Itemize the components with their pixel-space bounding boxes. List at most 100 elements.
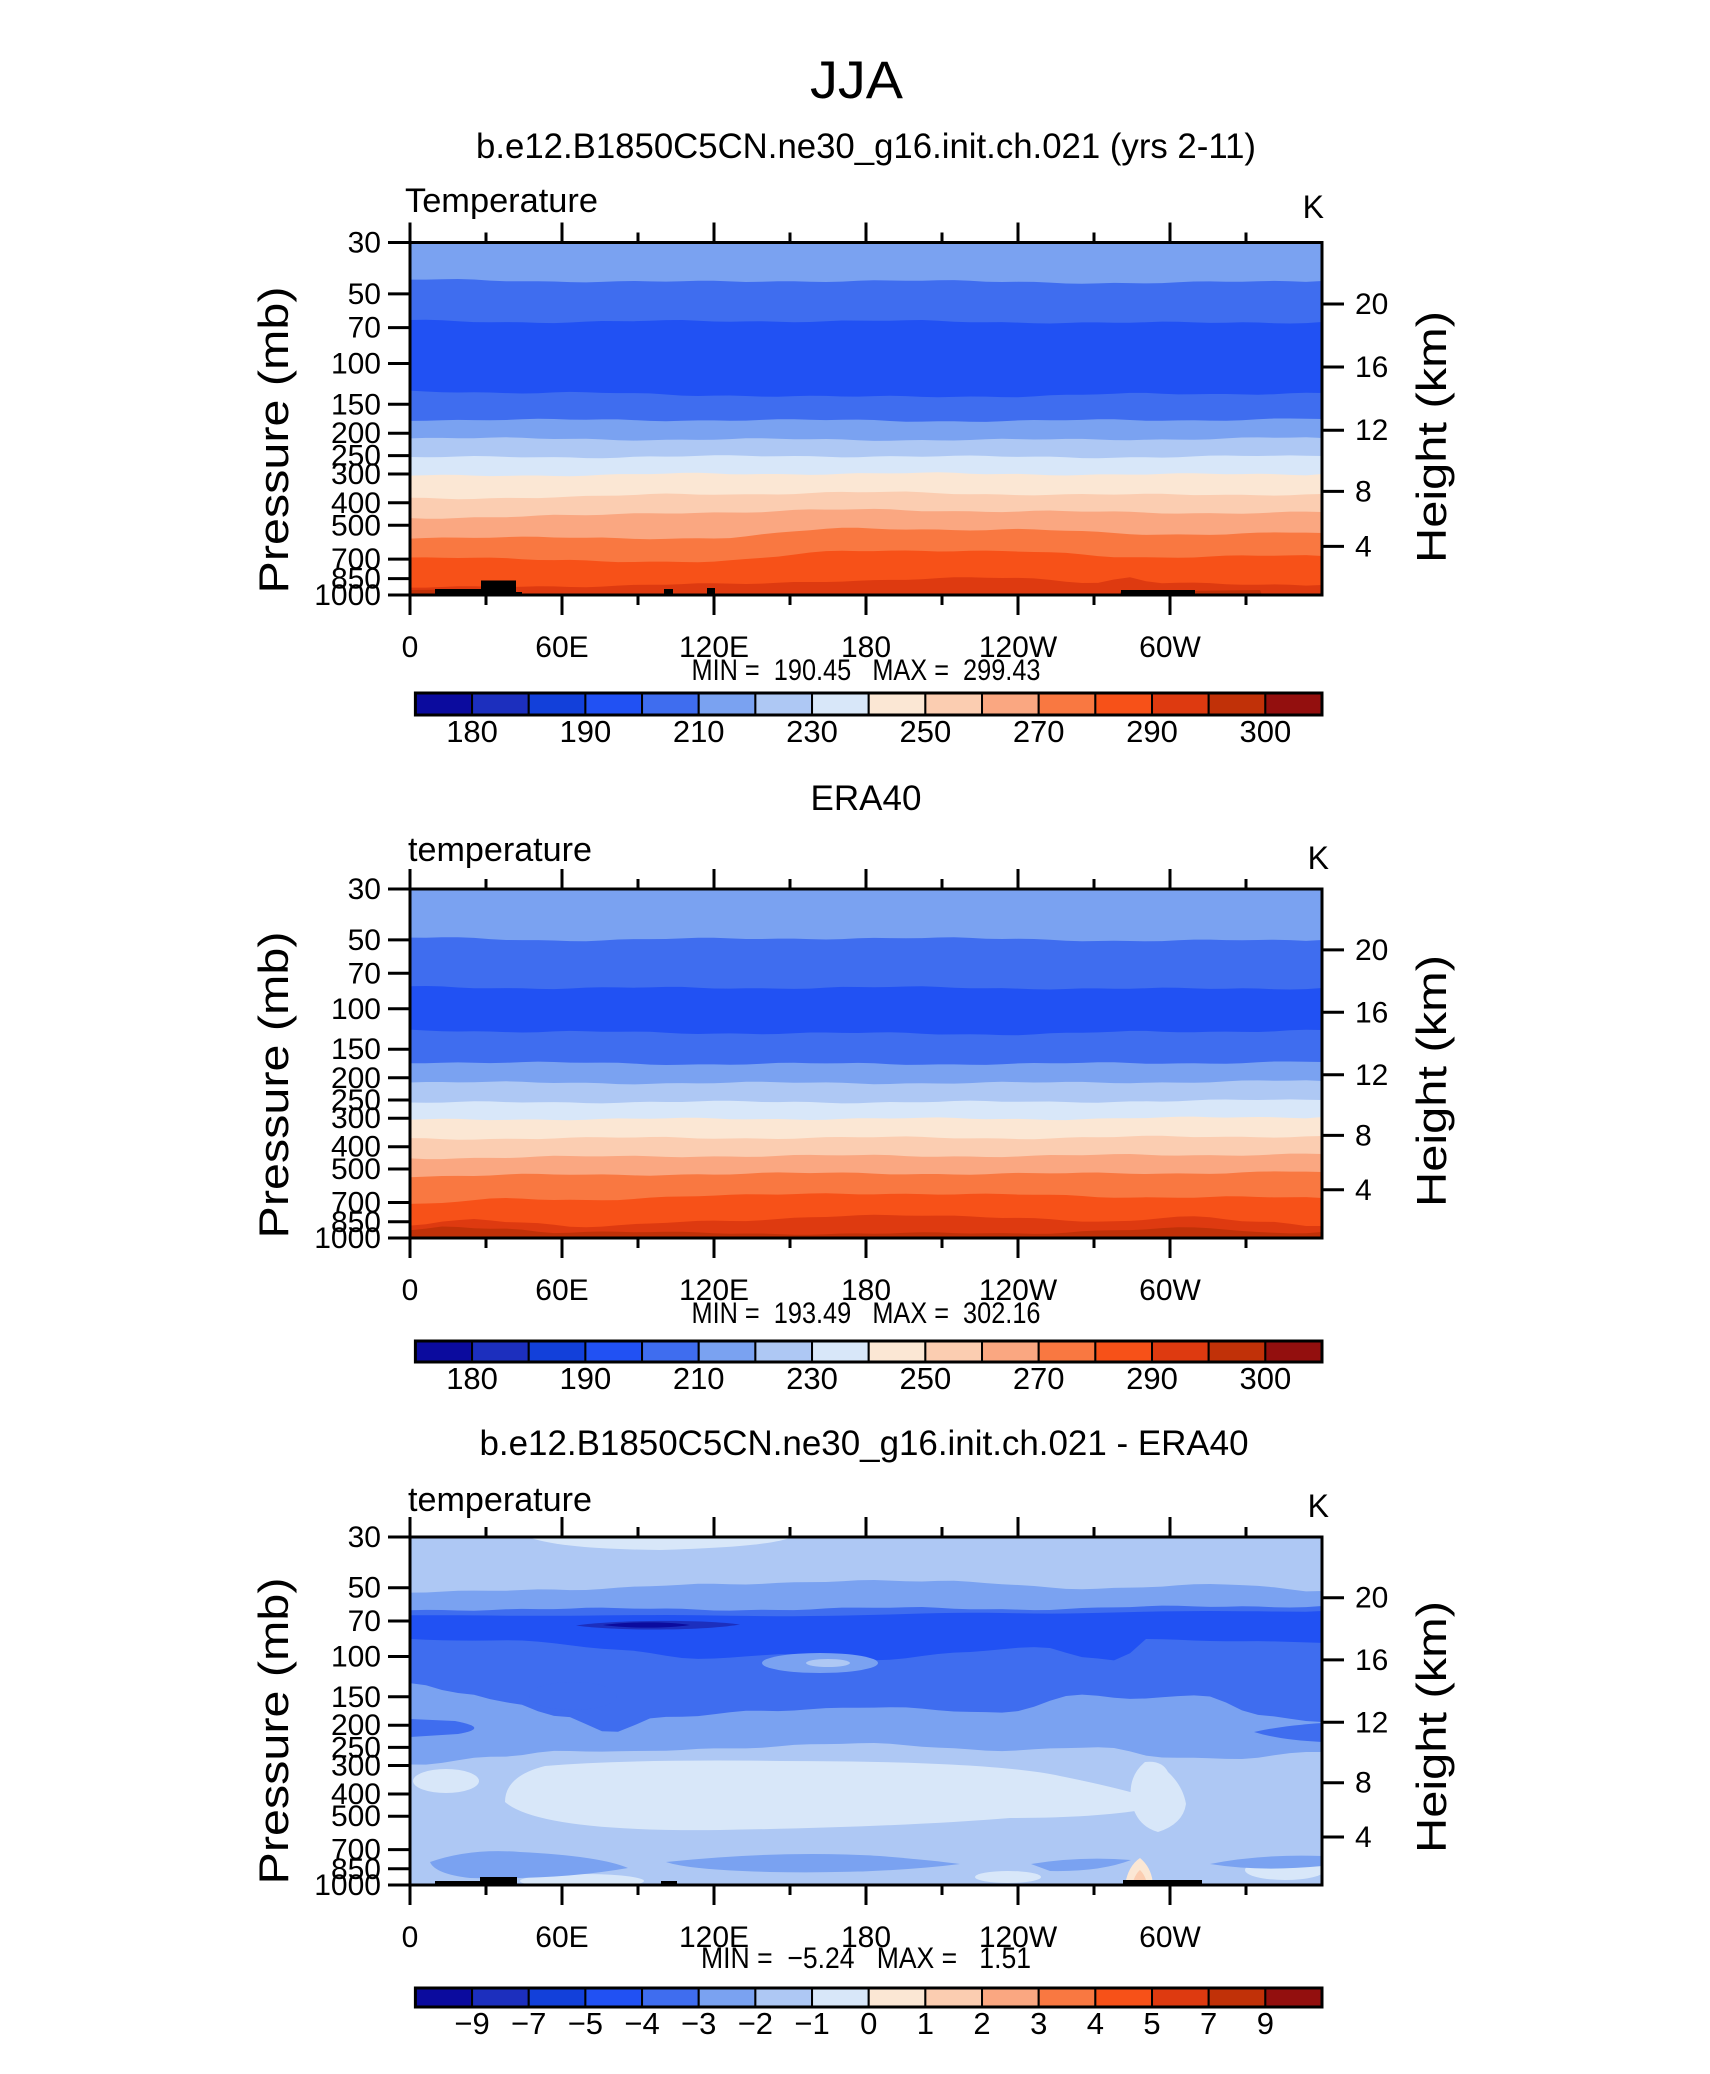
svg-text:20: 20 [1355, 1582, 1388, 1615]
svg-text:100: 100 [331, 348, 381, 381]
svg-text:270: 270 [1013, 714, 1065, 749]
svg-text:200: 200 [331, 1062, 381, 1095]
svg-text:70: 70 [348, 1605, 381, 1638]
svg-text:20: 20 [1355, 934, 1388, 967]
svg-text:K: K [1303, 189, 1324, 225]
svg-text:0: 0 [860, 2006, 877, 2041]
svg-text:60W: 60W [1139, 1274, 1201, 1307]
svg-text:290: 290 [1126, 714, 1178, 749]
svg-text:60W: 60W [1139, 1921, 1201, 1954]
svg-text:250: 250 [331, 440, 381, 473]
svg-text:120W: 120W [979, 1921, 1058, 1954]
svg-text:270: 270 [1013, 1361, 1065, 1396]
svg-text:30: 30 [348, 873, 381, 906]
svg-text:180: 180 [841, 1274, 891, 1307]
svg-text:30: 30 [348, 227, 381, 260]
svg-text:0: 0 [402, 631, 419, 664]
svg-text:4: 4 [1355, 1174, 1372, 1207]
svg-text:150: 150 [331, 1033, 381, 1066]
svg-text:Pressure (mb): Pressure (mb) [250, 932, 297, 1239]
svg-text:700: 700 [331, 1834, 381, 1867]
svg-text:K: K [1308, 1488, 1329, 1524]
svg-text:4: 4 [1355, 1821, 1372, 1854]
svg-text:5: 5 [1143, 2006, 1160, 2041]
svg-text:250: 250 [331, 1084, 381, 1117]
svg-text:300: 300 [331, 458, 381, 491]
svg-text:400: 400 [331, 1778, 381, 1811]
svg-text:−4: −4 [624, 2006, 659, 2041]
svg-text:200: 200 [331, 417, 381, 450]
svg-text:500: 500 [331, 1800, 381, 1833]
svg-text:250: 250 [899, 1361, 951, 1396]
svg-text:50: 50 [348, 1572, 381, 1605]
svg-text:7: 7 [1200, 2006, 1217, 2041]
svg-text:MIN = −5.24 MAX = 1.51: MIN = −5.24 MAX = 1.51 [701, 1942, 1031, 1975]
svg-text:180: 180 [841, 1921, 891, 1954]
svg-text:250: 250 [899, 714, 951, 749]
svg-text:180: 180 [446, 714, 498, 749]
svg-text:500: 500 [331, 509, 381, 542]
svg-text:190: 190 [560, 714, 612, 749]
svg-text:1000: 1000 [314, 579, 381, 612]
svg-text:50: 50 [348, 924, 381, 957]
svg-text:4: 4 [1355, 530, 1372, 563]
svg-text:400: 400 [331, 487, 381, 520]
svg-text:JJA: JJA [810, 51, 904, 110]
svg-text:12: 12 [1355, 1059, 1388, 1092]
svg-text:850: 850 [331, 563, 381, 596]
svg-text:210: 210 [673, 1361, 725, 1396]
svg-text:60E: 60E [535, 631, 588, 664]
svg-text:60W: 60W [1139, 631, 1201, 664]
svg-text:100: 100 [331, 1641, 381, 1674]
svg-text:230: 230 [786, 1361, 838, 1396]
svg-text:150: 150 [331, 388, 381, 421]
svg-text:70: 70 [348, 957, 381, 990]
svg-text:230: 230 [786, 714, 838, 749]
svg-text:850: 850 [331, 1206, 381, 1239]
svg-text:12: 12 [1355, 414, 1388, 447]
svg-text:12: 12 [1355, 1706, 1388, 1739]
svg-text:120E: 120E [679, 631, 749, 664]
svg-text:1: 1 [917, 2006, 934, 2041]
svg-text:500: 500 [331, 1153, 381, 1186]
svg-text:b.e12.B1850C5CN.ne30_g16.init.: b.e12.B1850C5CN.ne30_g16.init.ch.021 (yr… [476, 127, 1256, 166]
svg-text:−7: −7 [511, 2006, 546, 2041]
svg-text:3: 3 [1030, 2006, 1047, 2041]
svg-text:1000: 1000 [314, 1869, 381, 1902]
svg-text:700: 700 [331, 543, 381, 576]
svg-text:−9: −9 [454, 2006, 489, 2041]
svg-text:K: K [1308, 840, 1329, 876]
svg-text:60E: 60E [535, 1274, 588, 1307]
svg-text:16: 16 [1355, 1644, 1388, 1677]
svg-text:190: 190 [560, 1361, 612, 1396]
svg-text:8: 8 [1355, 1119, 1372, 1152]
svg-text:300: 300 [1239, 714, 1291, 749]
svg-text:Height (km): Height (km) [1408, 311, 1455, 563]
svg-text:temperature: temperature [408, 1481, 592, 1519]
svg-text:−5: −5 [568, 2006, 603, 2041]
svg-text:8: 8 [1355, 1767, 1372, 1800]
svg-text:300: 300 [331, 1102, 381, 1135]
svg-text:180: 180 [841, 631, 891, 664]
svg-text:Pressure (mb): Pressure (mb) [250, 287, 297, 594]
svg-text:b.e12.B1850C5CN.ne30_g16.init.: b.e12.B1850C5CN.ne30_g16.init.ch.021 - E… [480, 1424, 1249, 1463]
svg-text:300: 300 [331, 1750, 381, 1783]
svg-text:Height (km): Height (km) [1408, 955, 1455, 1207]
svg-text:290: 290 [1126, 1361, 1178, 1396]
svg-text:120W: 120W [979, 631, 1058, 664]
svg-text:850: 850 [331, 1853, 381, 1886]
svg-text:temperature: temperature [408, 831, 592, 869]
svg-text:8: 8 [1355, 475, 1372, 508]
svg-text:250: 250 [331, 1731, 381, 1764]
svg-text:4: 4 [1087, 2006, 1104, 2041]
svg-text:−3: −3 [681, 2006, 716, 2041]
svg-text:Pressure (mb): Pressure (mb) [250, 1578, 297, 1885]
svg-text:MIN = 193.49 MAX = 302.16: MIN = 193.49 MAX = 302.16 [692, 1297, 1041, 1330]
svg-text:150: 150 [331, 1681, 381, 1714]
svg-text:200: 200 [331, 1709, 381, 1742]
svg-text:120E: 120E [679, 1921, 749, 1954]
svg-text:700: 700 [331, 1187, 381, 1220]
svg-text:60E: 60E [535, 1921, 588, 1954]
svg-text:9: 9 [1257, 2006, 1274, 2041]
svg-text:−1: −1 [794, 2006, 829, 2041]
